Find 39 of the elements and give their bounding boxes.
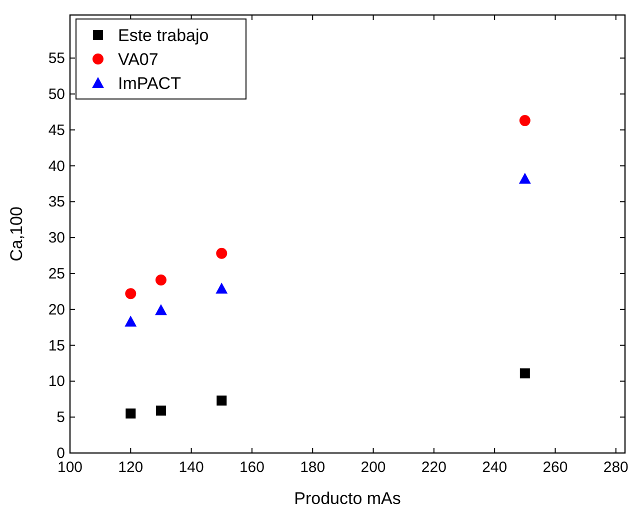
y-axis-title: Ca,100	[7, 206, 26, 262]
point	[216, 282, 228, 294]
legend-label: VA07	[118, 50, 158, 69]
x-tick-label: 220	[421, 459, 446, 476]
point	[126, 408, 136, 419]
x-tick-label: 180	[300, 459, 326, 476]
y-tick-label: 55	[48, 50, 65, 68]
point	[216, 248, 228, 259]
y-tick-label: 50	[48, 86, 65, 103]
legend-label: ImPACT	[118, 74, 181, 93]
y-tick-label: 10	[48, 373, 65, 390]
x-tick-label: 280	[603, 459, 628, 476]
x-tick-label: 260	[542, 459, 568, 476]
x-tick-label: 100	[57, 459, 83, 476]
y-tick-label: 15	[48, 337, 65, 354]
x-tick-label: 200	[360, 459, 386, 476]
point	[216, 396, 227, 406]
point	[155, 274, 166, 286]
point	[124, 316, 137, 327]
point	[518, 172, 531, 184]
point	[156, 406, 166, 416]
point	[520, 368, 530, 378]
point	[125, 288, 136, 300]
x-axis-title: Producto mAs	[294, 489, 401, 508]
y-tick-label: 30	[48, 230, 65, 247]
y-tick-label: 45	[48, 122, 65, 139]
x-tick-label: 140	[178, 459, 204, 476]
point	[519, 115, 530, 126]
y-tick-label: 5	[56, 409, 65, 426]
legend-label: Este trabajo	[118, 26, 209, 45]
x-tick-label: 120	[118, 459, 144, 476]
x-tick-label: 160	[239, 459, 264, 476]
x-tick-label: 240	[482, 459, 508, 476]
y-tick-label: 0	[56, 445, 65, 462]
y-tick-label: 20	[48, 301, 65, 318]
y-tick-label: 40	[48, 158, 65, 175]
y-tick-label: 35	[48, 194, 65, 211]
y-tick-label: 25	[48, 265, 65, 282]
point	[154, 304, 167, 316]
